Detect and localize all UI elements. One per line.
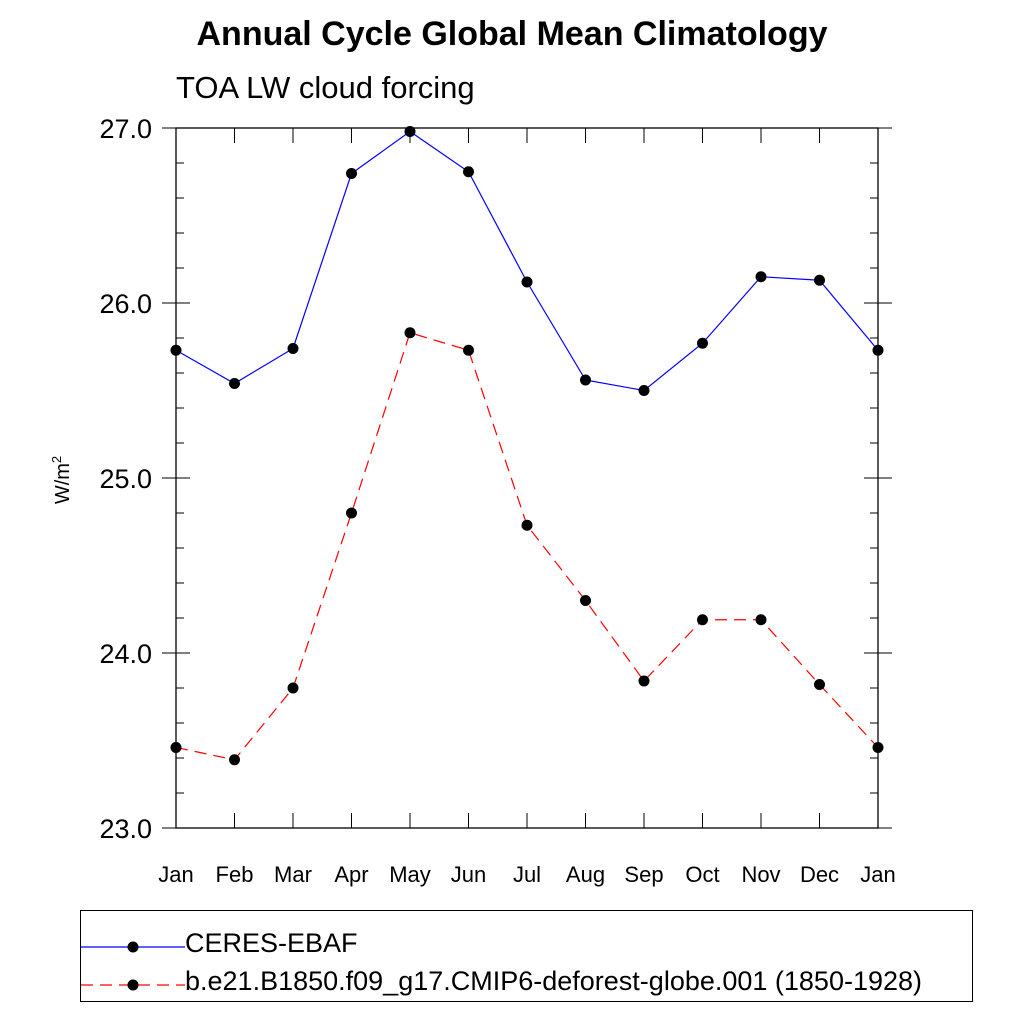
x-tick-label: Jan	[158, 862, 193, 887]
data-point-series-0	[638, 385, 650, 396]
data-point-series-1	[580, 595, 591, 606]
y-tick-label: 25.0	[99, 464, 152, 494]
data-point-series-1	[404, 327, 416, 339]
data-point-series-0	[346, 168, 357, 179]
chart-subtitle: TOA LW cloud forcing	[176, 70, 475, 105]
data-point-series-1	[872, 742, 884, 753]
x-tick-label: Aug	[566, 862, 605, 887]
legend-label-model: b.e21.B1850.f09_g17.CMIP6-deforest-globe…	[185, 966, 923, 996]
legend-label-ceres: CERES-EBAF	[185, 928, 358, 958]
plot-frame	[175, 127, 879, 829]
data-point-series-0	[580, 374, 591, 386]
legend-item-ceres: CERES-EBAF	[81, 923, 972, 963]
data-point-series-1	[638, 675, 650, 687]
data-point-series-1	[346, 507, 357, 519]
data-point-series-1	[755, 614, 767, 626]
y-tick-label: 26.0	[99, 289, 152, 319]
data-point-series-0	[697, 337, 708, 349]
y-tick-label: 27.0	[99, 114, 152, 144]
legend-item-model: b.e21.B1850.f09_g17.CMIP6-deforest-globe…	[81, 961, 972, 1001]
data-point-series-0	[755, 271, 767, 283]
x-tick-label: Dec	[800, 862, 839, 887]
data-point-series-1	[287, 682, 299, 694]
x-tick-label: Mar	[274, 862, 312, 887]
data-point-series-1	[521, 519, 533, 531]
y-tick-label: 23.0	[99, 814, 152, 844]
data-point-series-1	[814, 679, 825, 690]
data-point-series-0	[521, 276, 533, 288]
x-tick-label: May	[389, 862, 431, 887]
line-chart: Jan Feb Mar Apr May Jun Jul Aug Sep Oct Nov Dec Jan2…	[99, 114, 895, 887]
data-point-series-0	[404, 126, 416, 137]
y-tick-label: 24.0	[99, 639, 152, 669]
series-line-0	[175, 130, 879, 392]
data-point-series-0	[814, 274, 825, 286]
data-point-series-1	[170, 742, 182, 753]
data-point-series-1	[229, 754, 240, 766]
legend: CERES-EBAF b.e21.B1850.f09_g17.CMIP6-def…	[80, 910, 973, 1002]
legend-swatch-model	[81, 979, 185, 991]
data-point-series-0	[463, 166, 474, 178]
data-point-series-0	[229, 378, 240, 389]
legend-swatch-ceres	[81, 941, 185, 953]
x-tick-label: Oct	[685, 862, 719, 887]
data-point-series-1	[463, 344, 474, 356]
x-tick-label: Nov	[741, 862, 780, 887]
series-line-1	[175, 332, 879, 761]
chart-title: Annual Cycle Global Mean Climatology	[196, 15, 828, 53]
x-tick-label: Apr	[334, 862, 368, 887]
data-point-series-0	[872, 344, 884, 356]
data-point-series-0	[287, 343, 299, 354]
data-point-series-0	[170, 344, 182, 356]
data-point-series-1	[697, 614, 708, 626]
x-tick-label: Jul	[513, 862, 541, 887]
x-tick-label: Feb	[216, 862, 254, 887]
x-tick-label: Jan	[860, 862, 895, 887]
x-tick-label: Sep	[624, 862, 663, 887]
x-tick-label: Jun	[451, 862, 486, 887]
